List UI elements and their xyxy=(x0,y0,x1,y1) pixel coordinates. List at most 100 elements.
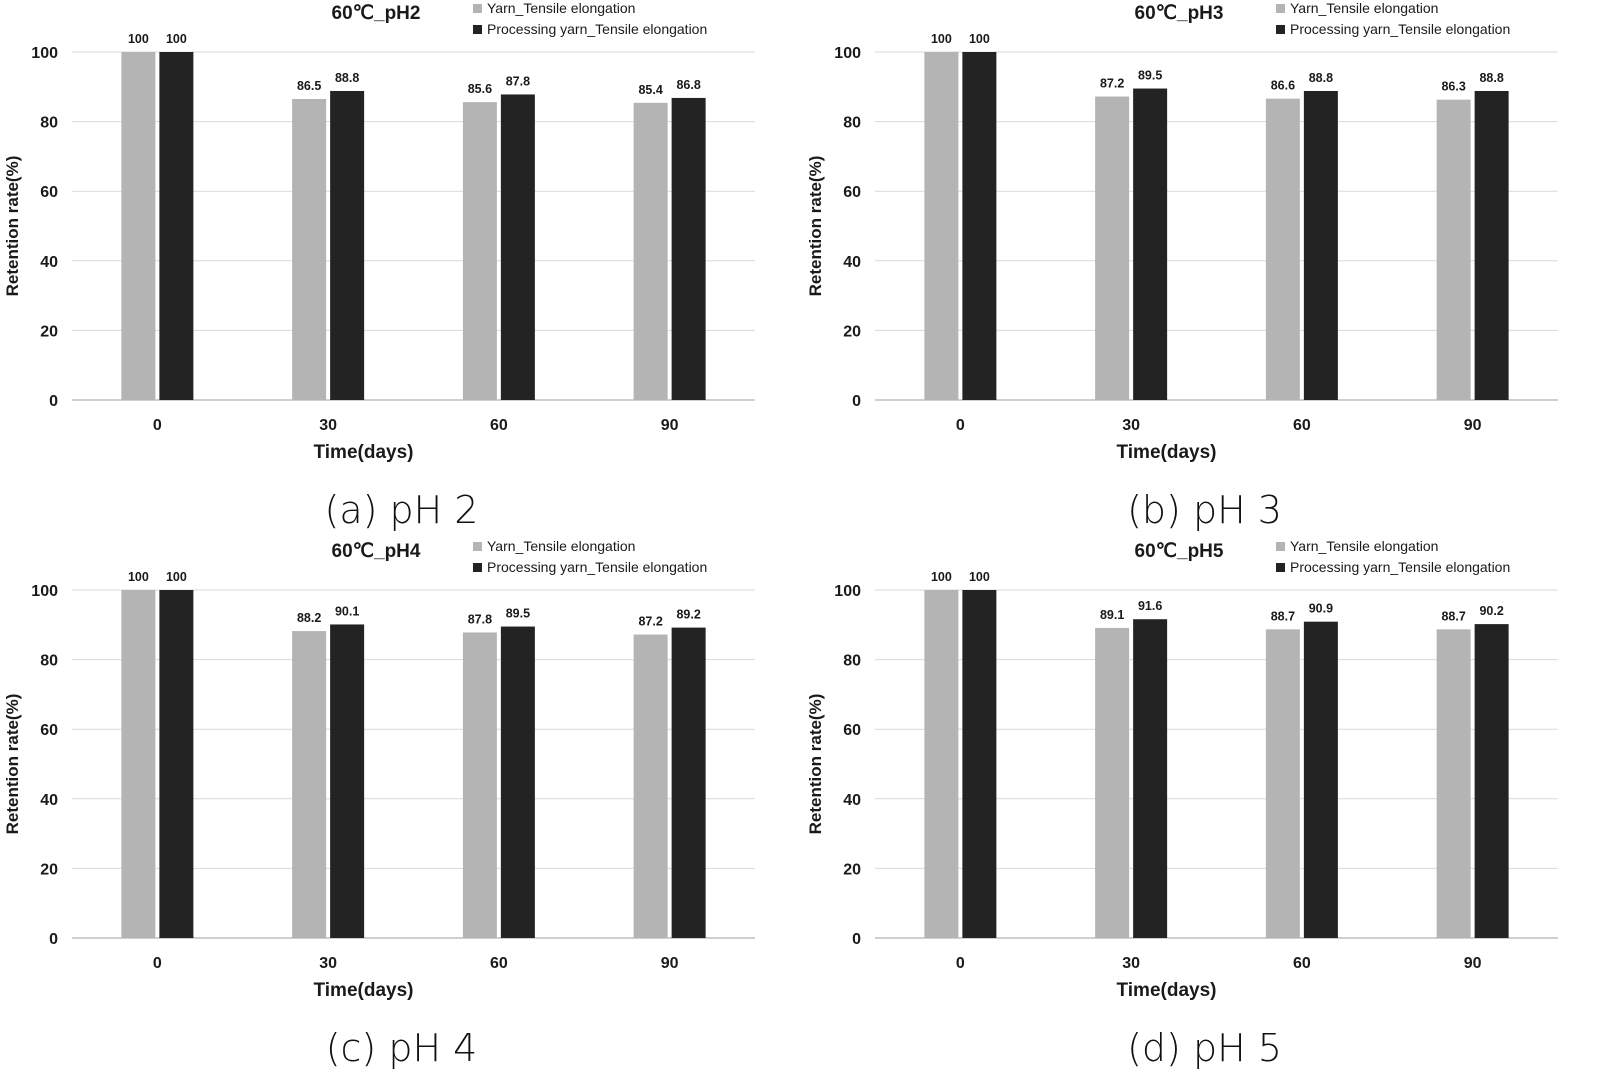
legend-swatch xyxy=(473,25,482,34)
x-tick-label: 0 xyxy=(956,417,965,434)
data-label: 88.7 xyxy=(1271,609,1295,623)
bar-processing-yarn xyxy=(330,624,365,938)
y-tick-label: 0 xyxy=(852,393,861,410)
legend-label: Yarn_Tensile elongation xyxy=(487,0,635,16)
bar-yarn xyxy=(121,590,156,938)
y-tick-label: 0 xyxy=(49,393,58,410)
data-label: 86.5 xyxy=(297,79,321,93)
x-tick-label: 30 xyxy=(1122,417,1140,434)
bar-yarn xyxy=(633,634,668,938)
data-label: 90.1 xyxy=(335,604,359,618)
y-tick-label: 20 xyxy=(843,323,861,340)
data-label: 100 xyxy=(969,570,990,584)
data-label: 85.4 xyxy=(638,83,662,97)
y-tick-label: 60 xyxy=(843,722,861,739)
data-label: 89.5 xyxy=(1138,69,1162,83)
x-tick-label: 90 xyxy=(661,955,679,972)
bar-chart-ph2: 0 20 40 60 80 100 100 100 0 86.5 88.8 30 85.6 87.8 60 8… xyxy=(3,0,755,463)
bar-chart-ph5: 0 20 40 60 80 100 100 100 0 89.1 91.6 30 88.7 90.9 60 8… xyxy=(806,538,1558,1001)
data-label: 91.6 xyxy=(1138,599,1162,613)
bar-yarn xyxy=(1436,629,1471,938)
y-tick-label: 40 xyxy=(843,254,861,271)
bar-processing-yarn xyxy=(962,52,997,400)
bar-yarn xyxy=(924,590,959,938)
data-label: 100 xyxy=(969,32,990,46)
bar-processing-yarn xyxy=(1133,88,1168,400)
bar-processing-yarn xyxy=(1303,90,1338,400)
bar-processing-yarn xyxy=(1474,624,1509,938)
legend-swatch xyxy=(1276,4,1285,13)
y-tick-label: 20 xyxy=(40,861,58,878)
chart-caption: (a) pH 2 xyxy=(324,488,479,532)
y-axis-title: Retention rate(%) xyxy=(3,156,22,297)
bar-yarn xyxy=(1265,629,1300,938)
y-tick-label: 20 xyxy=(843,861,861,878)
data-label: 89.5 xyxy=(506,607,530,621)
data-label: 88.8 xyxy=(1479,71,1503,85)
chart-title: 60℃_pH2 xyxy=(332,3,421,24)
data-label: 85.6 xyxy=(468,82,492,96)
y-axis-title: Retention rate(%) xyxy=(806,156,825,297)
legend-label: Yarn_Tensile elongation xyxy=(1290,538,1438,554)
legend-swatch xyxy=(473,563,482,572)
bar-yarn xyxy=(1265,98,1300,400)
data-label: 88.2 xyxy=(297,611,321,625)
legend-label: Processing yarn_Tensile elongation xyxy=(1290,559,1510,575)
chart-panel-ph3: 0 20 40 60 80 100 100 100 0 87.2 89.5 30 86.6 88.8 60 8… xyxy=(803,0,1606,538)
bar-yarn xyxy=(924,52,959,400)
x-tick-label: 30 xyxy=(319,417,337,434)
data-label: 87.8 xyxy=(506,74,530,88)
data-label: 86.3 xyxy=(1441,80,1465,94)
x-axis-title: Time(days) xyxy=(1117,980,1217,1001)
data-label: 87.2 xyxy=(638,615,662,629)
data-label: 90.9 xyxy=(1309,602,1333,616)
y-tick-label: 80 xyxy=(843,653,861,670)
chart-caption: (b) pH 3 xyxy=(1127,488,1282,532)
legend-label: Processing yarn_Tensile elongation xyxy=(487,559,707,575)
y-tick-label: 60 xyxy=(40,184,58,201)
x-tick-label: 90 xyxy=(661,417,679,434)
bar-yarn xyxy=(292,98,327,400)
bar-yarn xyxy=(1436,99,1471,401)
legend-label: Yarn_Tensile elongation xyxy=(487,538,635,554)
bar-processing-yarn xyxy=(159,590,194,938)
data-label: 86.6 xyxy=(1271,79,1295,93)
y-axis-title: Retention rate(%) xyxy=(806,694,825,835)
data-label: 100 xyxy=(166,32,187,46)
data-label: 88.7 xyxy=(1441,609,1465,623)
bar-processing-yarn xyxy=(1303,621,1338,938)
x-tick-label: 0 xyxy=(956,955,965,972)
legend-label: Processing yarn_Tensile elongation xyxy=(487,21,707,37)
x-tick-label: 30 xyxy=(1122,955,1140,972)
y-tick-label: 80 xyxy=(40,653,58,670)
y-tick-label: 0 xyxy=(49,931,58,948)
x-axis-title: Time(days) xyxy=(314,980,414,1001)
x-tick-label: 0 xyxy=(153,955,162,972)
data-label: 100 xyxy=(931,32,952,46)
y-tick-label: 100 xyxy=(834,45,861,62)
legend-swatch xyxy=(473,4,482,13)
y-tick-label: 100 xyxy=(834,583,861,600)
y-tick-label: 40 xyxy=(843,792,861,809)
y-tick-label: 60 xyxy=(40,722,58,739)
bar-yarn xyxy=(1095,96,1130,400)
data-label: 88.8 xyxy=(1309,71,1333,85)
bar-yarn xyxy=(633,102,668,401)
bar-processing-yarn xyxy=(500,626,535,938)
data-label: 89.1 xyxy=(1100,608,1124,622)
y-tick-label: 80 xyxy=(40,115,58,132)
chart-panel-ph4: 0 20 40 60 80 100 100 100 0 88.2 90.1 30 87.8 89.5 60 8… xyxy=(0,538,803,1076)
x-tick-label: 30 xyxy=(319,955,337,972)
bar-yarn xyxy=(462,102,497,400)
legend-swatch xyxy=(1276,25,1285,34)
legend-swatch xyxy=(473,542,482,551)
data-label: 86.8 xyxy=(676,78,700,92)
data-label: 88.8 xyxy=(335,71,359,85)
bar-chart-ph3: 0 20 40 60 80 100 100 100 0 87.2 89.5 30 86.6 88.8 60 8… xyxy=(806,0,1558,463)
x-tick-label: 60 xyxy=(490,417,508,434)
x-tick-label: 90 xyxy=(1464,955,1482,972)
chart-title: 60℃_pH3 xyxy=(1135,3,1224,24)
legend-swatch xyxy=(1276,563,1285,572)
chart-title: 60℃_pH4 xyxy=(332,541,421,562)
bar-processing-yarn xyxy=(330,90,365,400)
